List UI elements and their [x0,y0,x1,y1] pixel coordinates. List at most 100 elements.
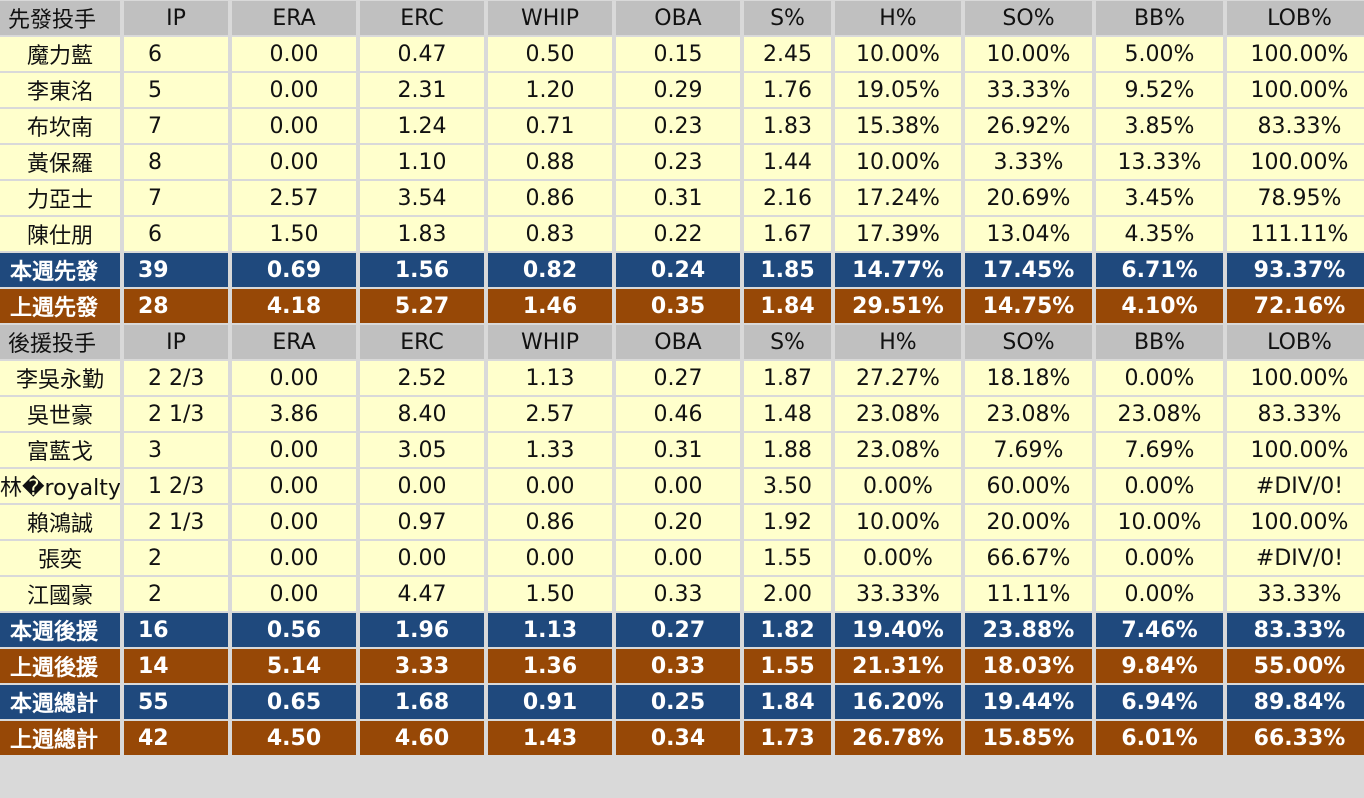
cell-oba: 0.15 [616,37,740,71]
cell-whip: 0.86 [488,505,612,539]
cell-oba: 0.22 [616,217,740,251]
cell-so-pct: 20.69% [965,181,1092,215]
cell-erc: 2.31 [360,73,484,107]
cell-bb-pct: 7.69% [1096,433,1223,467]
total-s-pct: 1.84 [744,289,831,323]
cell-bb-pct: 3.45% [1096,181,1223,215]
column-header-erc: ERC [360,325,484,359]
pitcher-row: 林�royalty 1 2/3 0.00 0.00 0.00 0.00 3.50 0.00% 6… [0,469,1364,503]
total-so-pct: 23.88% [965,613,1092,647]
cell-lob-pct: 100.00% [1227,433,1364,467]
cell-so-pct: 26.92% [965,109,1092,143]
column-header-h-pct: H% [835,1,961,35]
total-h-pct: 16.20% [835,685,961,719]
cell-era: 3.86 [232,397,356,431]
total-era: 4.18 [232,289,356,323]
total-erc: 4.60 [360,721,484,755]
cell-oba: 0.29 [616,73,740,107]
cell-whip: 0.88 [488,145,612,179]
total-ip: 28 [124,289,228,323]
pitcher-row: 布坎南 7 0.00 1.24 0.71 0.23 1.83 15.38% 26.92% 3.85… [0,109,1364,143]
total-era: 5.14 [232,649,356,683]
total-bb-pct: 6.01% [1096,721,1223,755]
pitcher-name: 李東洺 [0,73,120,107]
total-so-pct: 18.03% [965,649,1092,683]
cell-oba: 0.33 [616,577,740,611]
cell-era: 0.00 [232,361,356,395]
cell-so-pct: 33.33% [965,73,1092,107]
total-s-pct: 1.82 [744,613,831,647]
cell-ip: 6 [124,217,228,251]
total-h-pct: 26.78% [835,721,961,755]
cell-era: 0.00 [232,541,356,575]
cell-erc: 3.05 [360,433,484,467]
this-week-total-row: 本週總計 55 0.65 1.68 0.91 0.25 1.84 16.20% 19.44% 6.… [0,685,1364,719]
cell-whip: 1.50 [488,577,612,611]
cell-ip: 2 [124,541,228,575]
cell-ip: 3 [124,433,228,467]
pitcher-name: 魔力藍 [0,37,120,71]
cell-whip: 0.83 [488,217,612,251]
this-week-total-row: 本週後援 16 0.56 1.96 1.13 0.27 1.82 19.40% 23.88% 7.… [0,613,1364,647]
this-week-total-row: 本週先發 39 0.69 1.56 0.82 0.24 1.85 14.77% 17.45% 6.… [0,253,1364,287]
cell-erc: 1.83 [360,217,484,251]
cell-s-pct: 1.67 [744,217,831,251]
column-header-era: ERA [232,325,356,359]
total-erc: 3.33 [360,649,484,683]
total-h-pct: 19.40% [835,613,961,647]
total-so-pct: 15.85% [965,721,1092,755]
column-header-s-pct: S% [744,1,831,35]
cell-h-pct: 10.00% [835,505,961,539]
total-label: 上週後援 [0,649,120,683]
cell-bb-pct: 0.00% [1096,541,1223,575]
cell-so-pct: 7.69% [965,433,1092,467]
total-erc: 5.27 [360,289,484,323]
cell-lob-pct: 33.33% [1227,577,1364,611]
total-oba: 0.33 [616,649,740,683]
cell-h-pct: 33.33% [835,577,961,611]
cell-whip: 1.20 [488,73,612,107]
cell-ip: 1 2/3 [124,469,228,503]
cell-erc: 3.54 [360,181,484,215]
cell-s-pct: 1.76 [744,73,831,107]
total-oba: 0.35 [616,289,740,323]
column-header-s-pct: S% [744,325,831,359]
cell-s-pct: 1.92 [744,505,831,539]
pitcher-name: 張奕 [0,541,120,575]
total-h-pct: 21.31% [835,649,961,683]
column-header-whip: WHIP [488,325,612,359]
total-erc: 1.96 [360,613,484,647]
pitcher-row: 李吳永勤 2 2/3 0.00 2.52 1.13 0.27 1.87 27.27% 18.18… [0,361,1364,395]
cell-h-pct: 15.38% [835,109,961,143]
cell-erc: 4.47 [360,577,484,611]
cell-so-pct: 11.11% [965,577,1092,611]
total-h-pct: 29.51% [835,289,961,323]
cell-bb-pct: 4.35% [1096,217,1223,251]
last-week-total-row: 上週後援 14 5.14 3.33 1.36 0.33 1.55 21.31% 18.03% 9.… [0,649,1364,683]
total-lob-pct: 89.84% [1227,685,1364,719]
cell-so-pct: 10.00% [965,37,1092,71]
total-whip: 0.82 [488,253,612,287]
cell-ip: 2 1/3 [124,397,228,431]
cell-so-pct: 13.04% [965,217,1092,251]
pitcher-row: 魔力藍 6 0.00 0.47 0.50 0.15 2.45 10.00% 10.00% 5.00… [0,37,1364,71]
total-oba: 0.25 [616,685,740,719]
cell-whip: 0.00 [488,541,612,575]
pitcher-name: 力亞士 [0,181,120,215]
total-label: 本週先發 [0,253,120,287]
column-header-oba: OBA [616,325,740,359]
cell-h-pct: 19.05% [835,73,961,107]
total-ip: 55 [124,685,228,719]
cell-s-pct: 1.44 [744,145,831,179]
cell-ip: 6 [124,37,228,71]
total-oba: 0.24 [616,253,740,287]
cell-whip: 0.50 [488,37,612,71]
cell-era: 0.00 [232,433,356,467]
cell-era: 0.00 [232,37,356,71]
section-header: 先發投手 [0,1,120,35]
pitcher-name: 李吳永勤 [0,361,120,395]
pitcher-name: 賴鴻誠 [0,505,120,539]
cell-whip: 0.00 [488,469,612,503]
cell-lob-pct: 100.00% [1227,145,1364,179]
cell-erc: 1.24 [360,109,484,143]
